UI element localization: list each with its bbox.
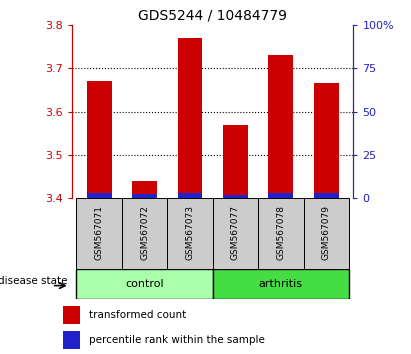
Text: transformed count: transformed count bbox=[89, 310, 186, 320]
Bar bbox=[63, 331, 80, 349]
Bar bbox=[314, 83, 339, 193]
Bar bbox=[303, 198, 349, 269]
Bar bbox=[178, 193, 203, 198]
Text: GSM567073: GSM567073 bbox=[185, 205, 194, 260]
Text: GSM567078: GSM567078 bbox=[276, 205, 285, 260]
Bar bbox=[76, 198, 122, 269]
Bar bbox=[213, 269, 349, 299]
Bar bbox=[132, 181, 157, 194]
Bar bbox=[314, 193, 339, 198]
Bar bbox=[167, 198, 213, 269]
Bar bbox=[178, 38, 203, 193]
Text: control: control bbox=[125, 279, 164, 289]
Bar bbox=[87, 81, 112, 193]
Bar bbox=[132, 194, 157, 198]
Text: GSM567079: GSM567079 bbox=[322, 205, 331, 260]
Bar bbox=[223, 195, 248, 198]
Bar bbox=[122, 198, 167, 269]
Text: GSM567071: GSM567071 bbox=[95, 205, 104, 260]
Text: disease state: disease state bbox=[0, 275, 68, 286]
Bar bbox=[268, 193, 293, 198]
Text: arthritis: arthritis bbox=[259, 279, 303, 289]
Text: GSM567072: GSM567072 bbox=[140, 205, 149, 260]
Bar bbox=[76, 269, 213, 299]
Bar bbox=[63, 306, 80, 324]
Bar bbox=[223, 125, 248, 195]
Text: GDS5244 / 10484779: GDS5244 / 10484779 bbox=[138, 9, 287, 23]
Bar bbox=[258, 198, 303, 269]
Bar bbox=[87, 193, 112, 198]
Text: percentile rank within the sample: percentile rank within the sample bbox=[89, 335, 265, 345]
Text: GSM567077: GSM567077 bbox=[231, 205, 240, 260]
Bar bbox=[213, 198, 258, 269]
Bar bbox=[268, 55, 293, 193]
